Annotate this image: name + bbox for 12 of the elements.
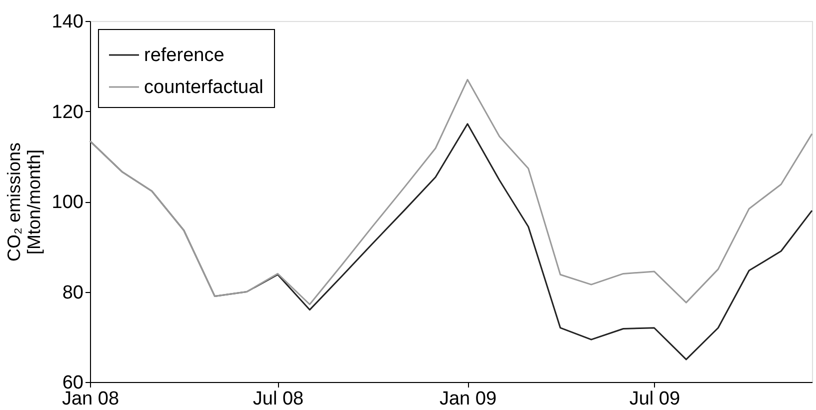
y-tick-label: 140 — [52, 12, 84, 32]
x-tick-label: Jan 09 — [439, 388, 497, 410]
y-tick-label: 120 — [52, 102, 84, 123]
legend-label: reference — [144, 45, 224, 66]
x-tick-label: Jul 09 — [629, 388, 680, 410]
y-axis-title: CO₂ emissions [Mton/month] — [4, 142, 44, 262]
legend-label: counterfactual — [144, 77, 264, 98]
line-series — [89, 78, 813, 306]
y-tick-label: 100 — [52, 192, 84, 213]
x-tick-label: Jul 08 — [252, 388, 304, 410]
y-tick-label: 80 — [62, 282, 84, 304]
x-tick-label: Jan 08 — [62, 388, 120, 410]
